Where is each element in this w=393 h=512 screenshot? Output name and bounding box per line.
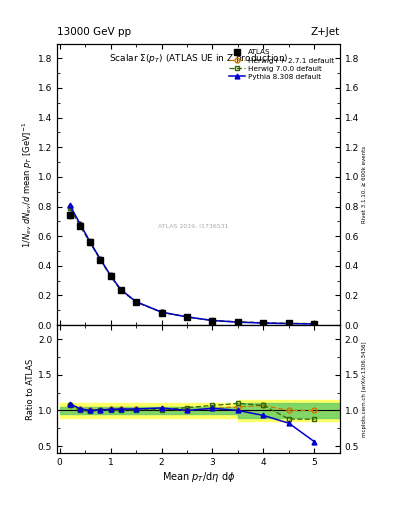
Legend: ATLAS, Herwig++ 2.7.1 default, Herwig 7.0.0 default, Pythia 8.308 default: ATLAS, Herwig++ 2.7.1 default, Herwig 7.…: [227, 47, 336, 82]
Y-axis label: mcplots.cern.ch [arXiv:1306.3436]: mcplots.cern.ch [arXiv:1306.3436]: [362, 342, 367, 437]
X-axis label: Mean $p_T$/d$\eta$ d$\phi$: Mean $p_T$/d$\eta$ d$\phi$: [162, 470, 235, 484]
Text: Z+Jet: Z+Jet: [311, 27, 340, 37]
Text: 13000 GeV pp: 13000 GeV pp: [57, 27, 131, 37]
Y-axis label: Ratio to ATLAS: Ratio to ATLAS: [26, 358, 35, 420]
Text: Scalar $\Sigma(p_T)$ (ATLAS UE in Z production): Scalar $\Sigma(p_T)$ (ATLAS UE in Z prod…: [109, 52, 288, 65]
Text: ATLAS 2019, I1736531: ATLAS 2019, I1736531: [158, 224, 228, 229]
Y-axis label: Rivet 3.1.10, ≥ 600k events: Rivet 3.1.10, ≥ 600k events: [362, 146, 367, 223]
Y-axis label: $1/N_{ev}$ $dN_{ev}/d$ mean $p_T$ [GeV]$^{-1}$: $1/N_{ev}$ $dN_{ev}/d$ mean $p_T$ [GeV]$…: [20, 121, 35, 247]
